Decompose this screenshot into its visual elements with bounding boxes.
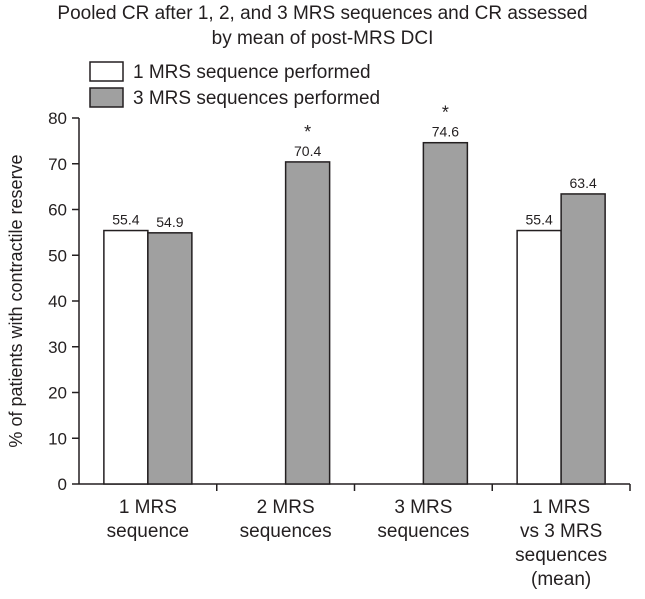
x-tick-label: sequences — [515, 545, 607, 566]
y-tick-label: 40 — [48, 292, 67, 311]
data-label: 74.6 — [432, 124, 459, 140]
chart-title: Pooled CR after 1, 2, and 3 MRS sequence… — [57, 3, 588, 24]
bar — [284, 161, 331, 485]
legend-swatch — [89, 87, 124, 108]
bar — [560, 193, 606, 485]
x-tick-label: vs 3 MRS — [520, 521, 602, 542]
bar — [516, 229, 562, 485]
data-label: 70.4 — [294, 143, 321, 159]
y-tick-label: 30 — [48, 338, 67, 357]
bar — [103, 229, 149, 485]
bar — [422, 141, 469, 485]
legend-swatch — [89, 61, 124, 82]
y-tick-label: 80 — [48, 109, 67, 128]
legend-label: 3 MRS sequences performed — [133, 88, 380, 109]
y-tick-label: 70 — [48, 155, 67, 174]
y-tick-label: 0 — [58, 475, 67, 494]
x-tick-label: sequence — [107, 521, 189, 542]
y-tick-label: 20 — [48, 384, 67, 403]
data-label: 55.4 — [526, 212, 553, 228]
significance-marker: * — [304, 122, 311, 142]
x-tick-label: 2 MRS — [257, 497, 315, 518]
bar — [147, 232, 193, 485]
legend-label: 1 MRS sequence performed — [133, 62, 371, 83]
y-tick-label: 50 — [48, 246, 67, 265]
significance-marker: * — [442, 103, 449, 123]
data-label: 55.4 — [112, 212, 139, 228]
y-axis-label: % of patients with contractile reserve — [6, 154, 26, 447]
x-tick-label: sequences — [377, 521, 469, 542]
data-label: 54.9 — [156, 214, 183, 230]
y-tick-label: 10 — [48, 429, 67, 448]
x-tick-label: sequences — [240, 521, 332, 542]
data-label: 63.4 — [570, 175, 597, 191]
x-tick-label: 1 MRS — [532, 497, 590, 518]
chart-title-line2: by mean of post-MRS DCI — [211, 28, 434, 49]
x-tick-label: (mean) — [531, 569, 591, 590]
y-tick-label: 60 — [48, 201, 67, 220]
x-tick-label: 1 MRS — [119, 497, 177, 518]
x-tick-label: 3 MRS — [394, 497, 452, 518]
